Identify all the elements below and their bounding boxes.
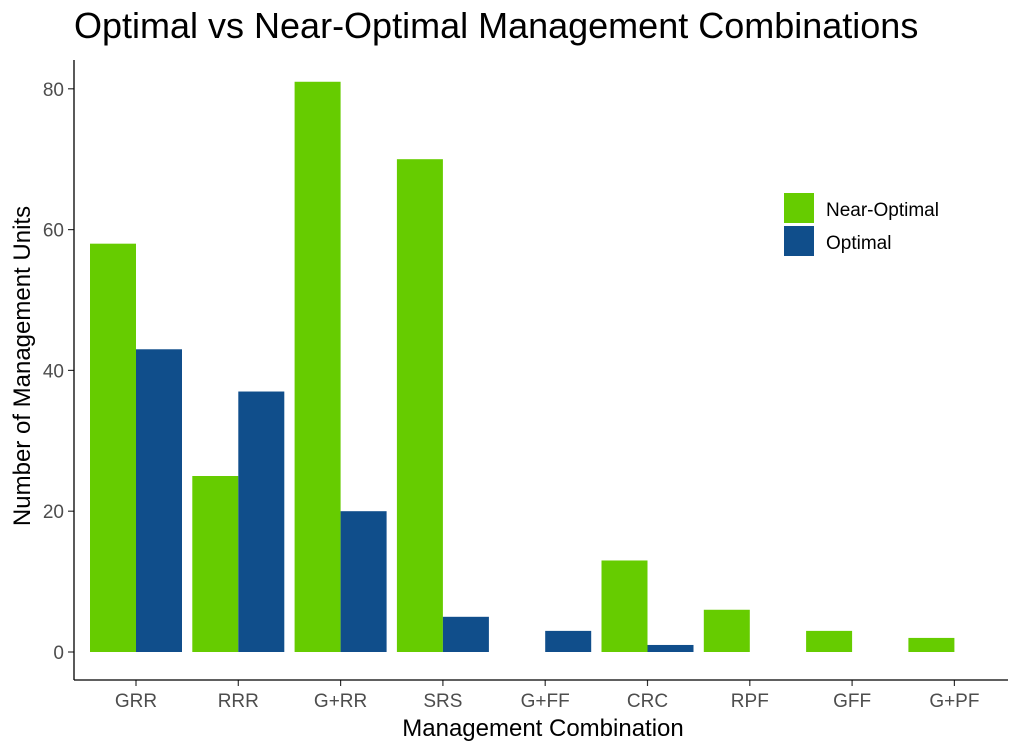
bar-optimal-srs xyxy=(442,616,489,652)
legend: Near-Optimal Optimal xyxy=(784,193,939,256)
x-tick-label: CRC xyxy=(627,691,668,712)
x-tick-label: G+RR xyxy=(314,691,367,712)
x-tick-label: GRR xyxy=(115,691,157,712)
x-tick-label: G+FF xyxy=(521,691,570,712)
bar-near-optimal-g-pf xyxy=(908,637,955,652)
legend-swatch-optimal xyxy=(784,226,814,256)
bar-near-optimal-rrr xyxy=(192,476,239,652)
bar-near-optimal-srs xyxy=(396,159,443,652)
bar-near-optimal-rpf xyxy=(703,609,750,652)
bar-optimal-rrr xyxy=(238,391,285,652)
bar-near-optimal-grr xyxy=(90,243,136,652)
bar-optimal-grr xyxy=(136,349,182,652)
y-tick-label: 0 xyxy=(53,643,64,664)
x-tick-label: SRS xyxy=(423,691,462,712)
x-tick-label: RPF xyxy=(731,691,769,712)
bar-near-optimal-gff xyxy=(806,630,853,652)
legend-swatch-near-optimal xyxy=(784,193,814,223)
y-tick-label: 60 xyxy=(43,221,64,242)
y-axis-ticks: 0 20 40 60 80 xyxy=(43,80,74,664)
bar-optimal-crc xyxy=(647,644,694,652)
legend-label: Optimal xyxy=(826,233,891,254)
bar-near-optimal-crc xyxy=(601,560,648,652)
bar-optimal-g-ff xyxy=(545,630,592,652)
bars xyxy=(90,81,955,652)
x-axis-ticks: GRR RRR G+RR SRS G+FF CRC RPF GFF G+PF xyxy=(115,680,979,712)
bar-near-optimal-g-rr xyxy=(294,81,341,652)
y-tick-label: 80 xyxy=(43,80,64,101)
x-tick-label: RRR xyxy=(218,691,259,712)
x-axis-label: Management Combination xyxy=(402,715,684,742)
legend-label: Near-Optimal xyxy=(826,200,939,221)
y-axis-label: Number of Management Units xyxy=(9,206,36,526)
y-tick-label: 20 xyxy=(43,502,64,523)
bar-optimal-g-rr xyxy=(340,511,387,652)
chart-title: Optimal vs Near-Optimal Management Combi… xyxy=(74,5,918,46)
y-tick-label: 40 xyxy=(43,361,64,382)
x-tick-label: G+PF xyxy=(929,691,979,712)
x-tick-label: GFF xyxy=(833,691,871,712)
